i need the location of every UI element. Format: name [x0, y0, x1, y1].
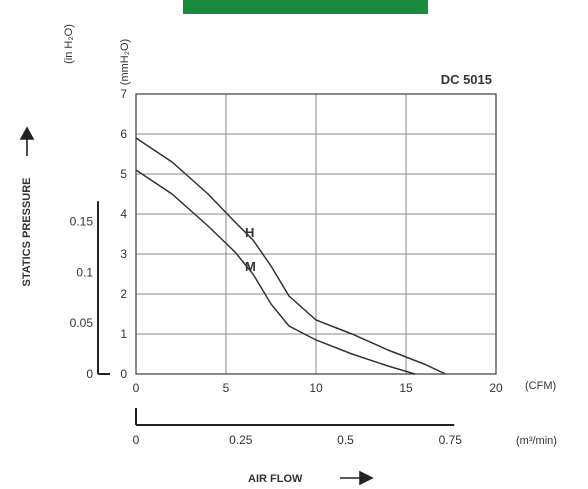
x-tick-label-0: 0 — [133, 381, 140, 395]
x-unit-primary: (CFM) — [525, 380, 556, 392]
y-tick-label-5: 5 — [120, 167, 127, 181]
series-label-h: H — [245, 225, 254, 240]
y2-tick-label-1: 0.05 — [70, 316, 94, 330]
y-tick-label-1: 1 — [120, 327, 127, 341]
y2-tick-label-3: 0.15 — [70, 215, 94, 229]
y-tick-label-0: 0 — [120, 367, 127, 381]
plot-frame — [135, 93, 497, 375]
series-line-m — [135, 169, 416, 375]
y-axis-label: STATICS PRESSURE — [21, 178, 33, 287]
y-tick-label-4: 4 — [120, 207, 127, 221]
y-tick-label-7: 7 — [120, 87, 127, 101]
series-layer — [135, 137, 446, 375]
series-labels: HM — [245, 225, 256, 274]
x2-tick-label-0: 0 — [133, 433, 140, 447]
x-tick-labels: 0 5 10 15 20 — [133, 381, 503, 395]
y-axis-arrow-icon — [19, 126, 35, 156]
y2-tick-label-0: 0 — [86, 367, 93, 381]
y-tick-label-6: 6 — [120, 127, 127, 141]
x-axis-label: AIR FLOW — [248, 473, 303, 485]
x-axis-arrow-icon — [340, 470, 374, 486]
y2-tick-label-2: 0.1 — [76, 265, 93, 279]
chart-grid — [135, 93, 497, 375]
x-tick-label-3: 15 — [399, 381, 413, 395]
header-bar — [183, 0, 428, 14]
secondary-x-axis: 0 0.25 0.5 0.75 — [133, 408, 463, 447]
x2-tick-label-3: 0.75 — [439, 433, 463, 447]
x2-tick-label-1: 0.25 — [229, 433, 253, 447]
x2-tick-label-2: 0.5 — [337, 433, 354, 447]
y-unit-secondary: (in H₂O) — [63, 24, 75, 64]
series-line-h — [135, 137, 446, 375]
series-label-m: M — [245, 259, 256, 274]
secondary-y-axis: 0 0.05 0.1 0.15 — [70, 201, 110, 381]
chart-title: DC 5015 — [441, 72, 492, 87]
x-tick-label-4: 20 — [489, 381, 503, 395]
x-tick-label-1: 5 — [223, 381, 230, 395]
y-tick-label-2: 2 — [120, 287, 127, 301]
x-unit-secondary: (m³/min) — [516, 435, 557, 447]
y-tick-labels: 0 1 2 3 4 5 6 7 — [120, 87, 127, 381]
y-tick-label-3: 3 — [120, 247, 127, 261]
x-tick-label-2: 10 — [309, 381, 323, 395]
y-unit-primary: (mmH₂O) — [119, 39, 131, 85]
